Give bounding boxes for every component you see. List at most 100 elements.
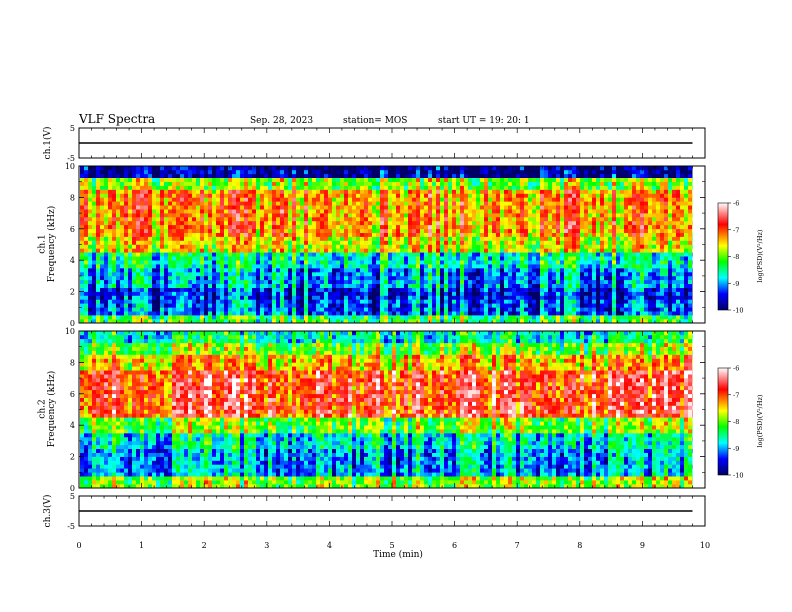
spectrogram-cell (492, 299, 496, 304)
spectrogram-cell (372, 260, 376, 265)
spectrogram-cell (468, 166, 472, 171)
spectrogram-cell (172, 252, 176, 257)
spectrogram-cell (572, 193, 576, 198)
spectrogram-cell (560, 181, 564, 186)
spectrogram-cell (352, 319, 356, 324)
spectrogram-cell (188, 240, 192, 245)
spectrogram-cell (104, 177, 108, 182)
spectrogram-cell (388, 166, 392, 171)
spectrogram-cell (508, 209, 512, 214)
spectrogram-cell (548, 166, 552, 171)
spectrogram-cell (396, 268, 400, 273)
spectrogram-cell (464, 197, 468, 202)
spectrogram-cell (96, 315, 100, 320)
spectrogram-cell (276, 268, 280, 273)
spectrogram-cell (344, 252, 348, 257)
spectrogram-cell (336, 260, 340, 265)
spectrogram-cell (444, 213, 448, 218)
spectrogram-cell (420, 307, 424, 312)
spectrogram-cell (376, 272, 380, 277)
spectrogram-cell (328, 299, 332, 304)
spectrogram-cell (512, 307, 516, 312)
spectrogram-cell (180, 228, 184, 233)
spectrogram-cell (120, 169, 124, 175)
spectrogram-cell (304, 268, 308, 273)
spectrogram-cell (148, 252, 152, 257)
spectrogram-cell (356, 279, 360, 284)
spectrogram-cell (492, 268, 496, 273)
spectrogram-cell (472, 224, 476, 230)
spectrogram-cell (148, 177, 152, 182)
spectrogram-cell (548, 248, 552, 253)
spectrogram-cell (200, 209, 204, 214)
spectrogram-cell (88, 299, 92, 304)
spectrogram-cell (488, 220, 492, 226)
spectrogram-cell (432, 311, 436, 316)
spectrogram-cell (284, 248, 288, 253)
spectrogram-cell (272, 185, 276, 190)
spectrogram-cell (88, 177, 92, 182)
spectrogram-cell (168, 193, 172, 198)
spectrogram-cell (344, 197, 348, 202)
spectrogram-cell (396, 307, 400, 312)
spectrogram-cell (196, 169, 200, 175)
spectrogram-cell (256, 185, 260, 190)
spectrogram-cell (532, 275, 536, 281)
spectrogram-cell (568, 268, 572, 273)
spectrogram-cell (284, 283, 288, 288)
spectrogram-cell (96, 205, 100, 210)
spectrogram-cell (496, 173, 500, 178)
spectrogram-cell (104, 307, 108, 312)
spectrogram-cell (292, 209, 296, 214)
spectrogram-cell (560, 252, 564, 257)
spectrogram-cell (560, 272, 564, 277)
spectrogram-cell (300, 166, 304, 171)
spectrogram-cell (172, 303, 176, 308)
spectrogram-cell (576, 260, 580, 265)
spectrogram-cell (504, 256, 508, 261)
spectrogram-cell (400, 240, 404, 245)
spectrogram-cell (372, 268, 376, 273)
spectrogram-cell (208, 173, 212, 178)
spectrogram-cell (388, 268, 392, 273)
spectrogram-cell (548, 189, 552, 194)
spectrogram-cell (224, 260, 228, 265)
spectrogram-cell (100, 213, 104, 218)
spectrogram-cell (292, 166, 296, 171)
spectrogram-cell (452, 291, 456, 296)
spectrogram-cell (248, 217, 252, 222)
spectrogram-cell (424, 319, 428, 324)
spectrogram-cell (132, 173, 136, 178)
spectrogram-cell (80, 311, 84, 316)
spectrogram-cell (388, 248, 392, 253)
spectrogram-cell (152, 244, 156, 249)
spectrogram-cell (220, 260, 224, 265)
spectrogram-cell (324, 248, 328, 253)
spectrogram-cell (284, 217, 288, 222)
spectrogram-cell (360, 283, 364, 288)
spectrogram-cell (560, 319, 564, 324)
spectrogram-cell (352, 240, 356, 245)
spectrogram-cell (456, 268, 460, 273)
spectrogram-cell (92, 169, 96, 175)
spectrogram-cell (188, 220, 192, 226)
spectrogram-cell (452, 177, 456, 182)
spectrogram-cell (464, 169, 468, 175)
spectrogram-cell (576, 205, 580, 210)
spectrogram-cell (516, 236, 520, 241)
spectrogram-cell (356, 256, 360, 261)
spectrogram-cell (144, 303, 148, 308)
spectrogram-cell (552, 169, 556, 175)
spectrogram-cell (212, 311, 216, 316)
spectrogram-cell (296, 307, 300, 312)
spectrogram-cell (568, 220, 572, 226)
spectrogram-cell (496, 264, 500, 269)
spectrogram-cell (80, 232, 84, 237)
spectrogram-cell (196, 256, 200, 261)
spectrogram-cell (468, 189, 472, 194)
spectrogram-cell (88, 272, 92, 277)
spectrogram-cell (160, 220, 164, 226)
spectrogram-cell (236, 166, 240, 171)
spectrogram-cell (156, 197, 160, 202)
spectrogram-cell (336, 287, 340, 292)
